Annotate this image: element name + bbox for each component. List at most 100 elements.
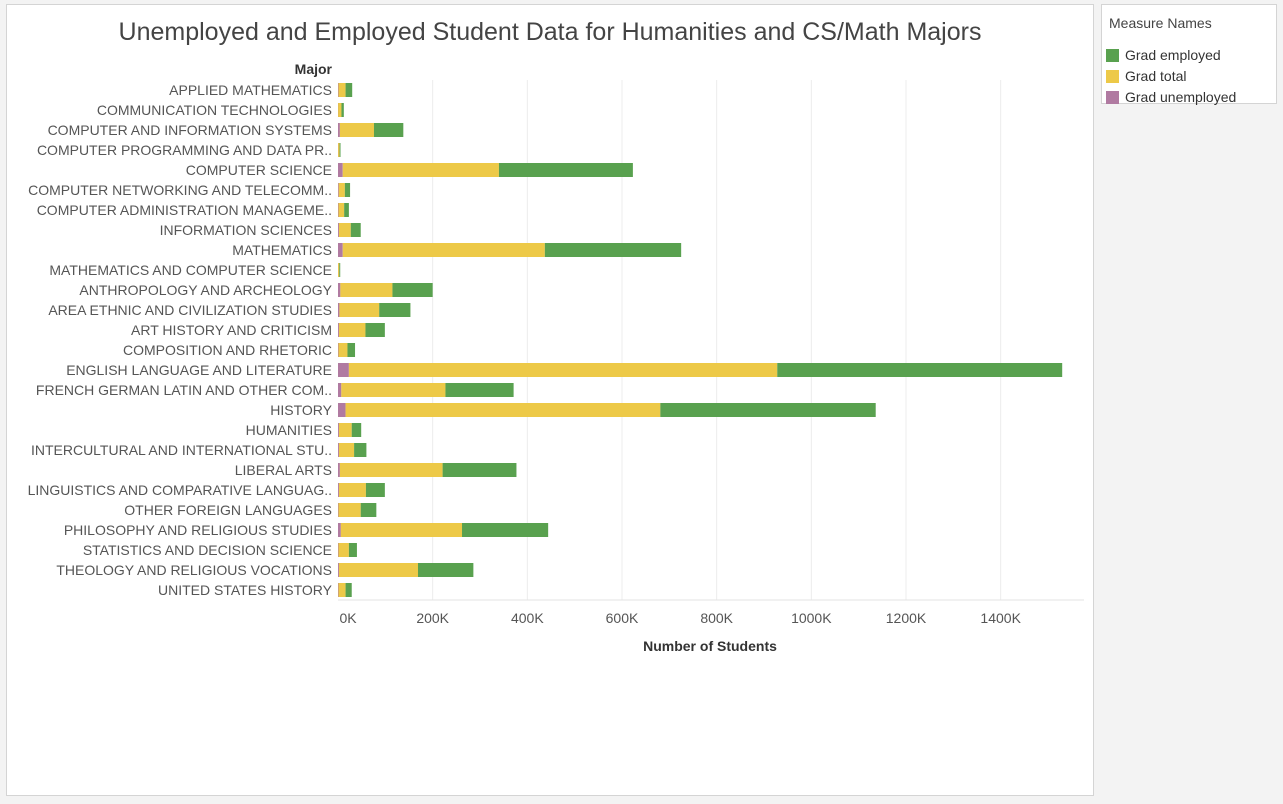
bar-grad-employed — [351, 423, 362, 437]
y-axis-title: Major — [295, 61, 333, 77]
bar-grad-total — [338, 583, 346, 597]
y-tick-label: COMPUTER SCIENCE — [186, 162, 332, 178]
bar-grad-total — [338, 443, 355, 457]
y-tick-label: COMPUTER NETWORKING AND TELECOMM.. — [28, 182, 332, 198]
bar-grad-total — [338, 263, 340, 277]
legend-swatch-grad-unemployed — [1106, 90, 1119, 104]
bar-grad-unemployed — [338, 383, 342, 397]
bar-grad-employed — [417, 563, 474, 577]
bar-grad-total — [345, 403, 661, 417]
x-tick-label: 0K — [339, 610, 357, 626]
bar-grad-total — [338, 343, 348, 357]
bar-grad-employed — [445, 383, 514, 397]
bar-grad-employed — [498, 163, 633, 177]
bar-grad-unemployed — [338, 583, 339, 597]
bar-grad-total — [338, 563, 418, 577]
bar-grad-employed — [442, 463, 517, 477]
bar-grad-employed — [344, 203, 349, 217]
bar-grad-employed — [462, 523, 549, 537]
bar-grad-unemployed — [338, 83, 339, 97]
bar-grad-unemployed — [338, 483, 339, 497]
bar-grad-total — [341, 383, 446, 397]
bar-grad-total — [338, 83, 346, 97]
bar-grad-employed — [350, 223, 361, 237]
bar-grad-unemployed — [338, 503, 339, 517]
bar-grad-employed — [345, 583, 352, 597]
bar-chart: Major APPLIED MATHEMATICS COMMUNICATION TE… — [28, 61, 1084, 654]
y-tick-label: COMPOSITION AND RHETORIC — [123, 342, 332, 358]
bar-grad-unemployed — [338, 303, 340, 317]
y-tick-label: COMMUNICATION TECHNOLOGIES — [97, 102, 332, 118]
legend-item-grad-total[interactable]: Grad total — [1106, 67, 1186, 85]
legend-swatch-grad-employed — [1106, 48, 1119, 62]
bar-grad-unemployed — [338, 343, 339, 357]
x-tick-label: 400K — [511, 610, 544, 626]
y-tick-label: MATHEMATICS AND COMPUTER SCIENCE — [49, 262, 332, 278]
bar-grad-total — [338, 323, 366, 337]
y-tick-label: COMPUTER AND INFORMATION SYSTEMS — [48, 122, 332, 138]
y-tick-label: APPLIED MATHEMATICS — [169, 82, 332, 98]
bar-grad-employed — [365, 323, 385, 337]
bar-grad-unemployed — [338, 283, 341, 297]
bar-grad-unemployed — [338, 203, 339, 217]
bar-grad-employed — [365, 483, 385, 497]
bar-grad-total — [348, 363, 778, 377]
bar-grad-employed — [339, 263, 341, 277]
y-tick-label: ART HISTORY AND CRITICISM — [131, 322, 332, 338]
y-tick-label: AREA ETHNIC AND CIVILIZATION STUDIES — [48, 302, 332, 318]
bar-grad-unemployed — [338, 443, 339, 457]
bar-grad-total — [338, 143, 340, 157]
y-tick-label: COMPUTER ADMINISTRATION MANAGEME.. — [37, 202, 332, 218]
bar-grad-unemployed — [338, 563, 339, 577]
bar-grad-employed — [345, 83, 353, 97]
bar-grad-total — [338, 223, 351, 237]
chart-panel — [6, 4, 1094, 796]
bar-grad-employed — [344, 183, 351, 197]
legend-swatch-grad-total — [1106, 69, 1119, 83]
bar-grad-unemployed — [338, 403, 346, 417]
y-tick-label: INFORMATION SCIENCES — [160, 222, 332, 238]
legend-label: Grad employed — [1125, 47, 1221, 63]
bar-grad-unemployed — [338, 163, 343, 177]
y-tick-label: HUMANITIES — [246, 422, 332, 438]
bar-grad-total — [342, 243, 545, 257]
bar-grad-total — [338, 423, 352, 437]
y-tick-label: UNITED STATES HISTORY — [158, 582, 333, 598]
bar-grad-total — [338, 203, 345, 217]
y-tick-label: THEOLOGY AND RELIGIOUS VOCATIONS — [56, 562, 332, 578]
bar-grad-employed — [660, 403, 876, 417]
bar-grad-total — [338, 483, 366, 497]
legend-item-grad-unemployed[interactable]: Grad unemployed — [1106, 88, 1236, 106]
x-tick-label: 1000K — [791, 610, 832, 626]
y-tick-label: LINGUISTICS AND COMPARATIVE LANGUAG.. — [28, 482, 332, 498]
bar-grad-employed — [360, 503, 377, 517]
bar-grad-employed — [348, 543, 357, 557]
bar-grad-total — [340, 283, 393, 297]
bar-grad-unemployed — [338, 223, 339, 237]
bar-grad-employed — [777, 363, 1063, 377]
x-axis-title: Number of Students — [643, 638, 777, 654]
y-tick-label: ANTHROPOLOGY AND ARCHEOLOGY — [79, 282, 332, 298]
bar-grad-total — [338, 183, 345, 197]
bar-grad-unemployed — [338, 423, 339, 437]
y-tick-label: ENGLISH LANGUAGE AND LITERATURE — [66, 362, 332, 378]
y-tick-label: MATHEMATICS — [232, 242, 332, 258]
y-tick-label: OTHER FOREIGN LANGUAGES — [124, 502, 332, 518]
bar-grad-employed — [354, 443, 367, 457]
y-tick-label: STATISTICS AND DECISION SCIENCE — [83, 542, 332, 558]
bar-grad-employed — [373, 123, 404, 137]
bar-grad-employed — [379, 303, 411, 317]
y-tick-label: COMPUTER PROGRAMMING AND DATA PR.. — [37, 142, 332, 158]
bar-grad-total — [338, 503, 361, 517]
legend: Measure Names Grad employed Grad total G… — [1101, 4, 1277, 106]
bar-grad-unemployed — [338, 523, 341, 537]
x-tick-label: 1400K — [980, 610, 1021, 626]
bar-grad-total — [339, 463, 443, 477]
bar-grad-employed — [339, 143, 341, 157]
legend-item-grad-employed[interactable]: Grad employed — [1106, 46, 1221, 64]
bar-grad-employed — [544, 243, 682, 257]
bar-grad-employed — [392, 283, 433, 297]
bar-grad-total — [338, 543, 349, 557]
bar-grad-unemployed — [338, 463, 340, 477]
bar-grad-employed — [341, 103, 344, 117]
